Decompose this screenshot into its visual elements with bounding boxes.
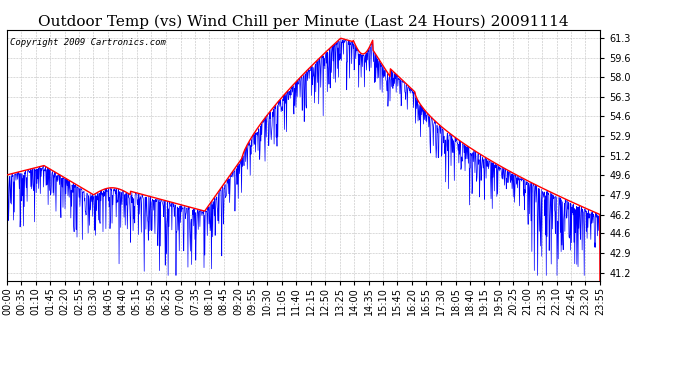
Text: Copyright 2009 Cartronics.com: Copyright 2009 Cartronics.com (10, 38, 166, 46)
Title: Outdoor Temp (vs) Wind Chill per Minute (Last 24 Hours) 20091114: Outdoor Temp (vs) Wind Chill per Minute … (38, 15, 569, 29)
